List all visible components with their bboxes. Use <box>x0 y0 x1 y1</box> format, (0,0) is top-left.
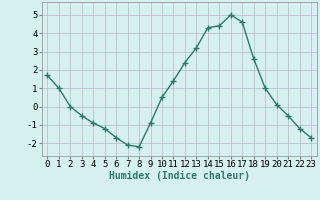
X-axis label: Humidex (Indice chaleur): Humidex (Indice chaleur) <box>109 171 250 181</box>
